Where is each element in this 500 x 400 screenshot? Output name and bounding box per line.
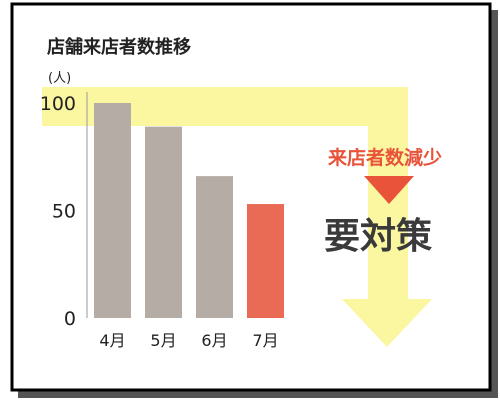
x-tick-label: 5月 <box>150 331 176 350</box>
x-tick-label: 6月 <box>201 331 227 350</box>
bar-2 <box>145 126 182 319</box>
action-label: 要対策 <box>324 216 432 257</box>
decline-label: 来店者数減少 <box>328 146 442 169</box>
x-tick-label: 7月 <box>252 331 278 350</box>
y-tick-label: 50 <box>52 201 76 223</box>
arrow-head <box>342 299 432 347</box>
chart-title: 店舗来店者数推移 <box>47 36 191 58</box>
chart-frame <box>10 2 492 392</box>
y-axis-ticks: 0 50 100 <box>40 93 76 330</box>
y-tick-label: 0 <box>64 308 76 330</box>
y-axis-unit: (人) <box>48 71 71 86</box>
x-tick-label: 4月 <box>99 331 125 350</box>
bar-3 <box>196 176 233 318</box>
x-axis-labels: 4月 5月 6月 7月 <box>99 331 278 350</box>
bar-4 <box>247 204 284 318</box>
y-tick-label: 100 <box>40 93 76 115</box>
bars <box>94 103 284 319</box>
decline-arrow-icon <box>364 176 414 204</box>
bar-1 <box>94 103 131 318</box>
